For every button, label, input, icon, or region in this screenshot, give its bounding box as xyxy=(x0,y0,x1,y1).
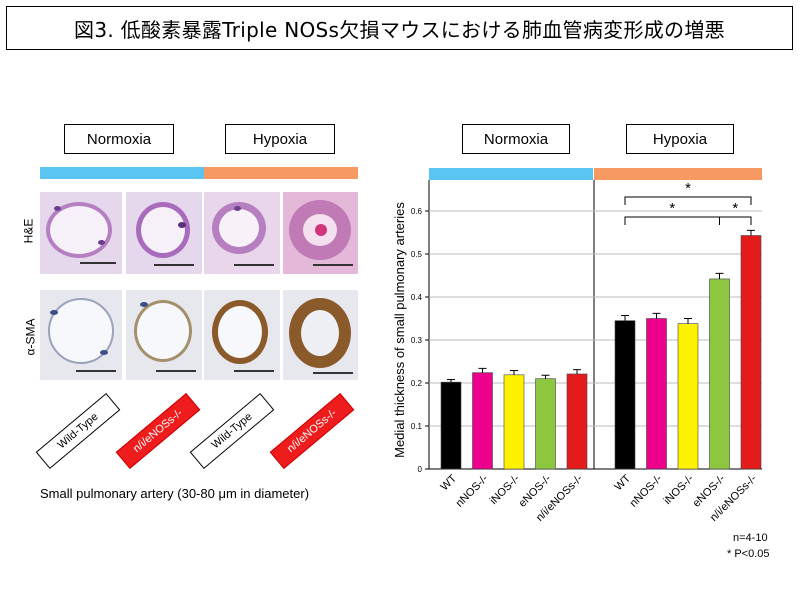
nucleus-dot xyxy=(100,350,108,355)
nucleus-dot xyxy=(50,310,58,315)
chart-normoxia-strip xyxy=(429,168,593,180)
footnotes: n=4-10 * P<0.05 xyxy=(727,530,770,562)
nucleus-dot xyxy=(234,206,241,211)
bar-normoxia-3 xyxy=(535,378,556,470)
left-caption: Small pulmonary artery (30-80 μm in diam… xyxy=(40,486,310,501)
micrograph-he-wt-hypoxia xyxy=(204,192,280,274)
right-normoxia-label: Normoxia xyxy=(462,124,570,154)
bar-hypoxia-4 xyxy=(740,235,762,470)
nucleus-dot xyxy=(98,240,105,245)
nucleus-dot xyxy=(140,302,148,307)
scale-bar xyxy=(313,372,353,374)
scale-bar xyxy=(76,370,116,372)
micrograph-asma-wt-hypoxia xyxy=(204,290,280,380)
bar-hypoxia-1 xyxy=(646,318,667,470)
micrograph-he-wt-normoxia xyxy=(40,192,122,274)
nucleus-dot xyxy=(178,222,186,228)
y-axis-label: Medial thickness of small pulmonary arte… xyxy=(392,202,407,458)
right-hypoxia-label: Hypoxia xyxy=(626,124,734,154)
y-tick-label: 0.2 xyxy=(411,379,423,388)
sig-wt-vs-enos-asterisk: * xyxy=(669,200,675,217)
y-tick-label: 0.4 xyxy=(411,293,423,302)
bar-hypoxia-2 xyxy=(677,323,699,470)
left-hypoxia-label: Hypoxia xyxy=(225,124,335,154)
micrograph-asma-ko-normoxia xyxy=(126,290,202,380)
micrograph-asma-ko-hypoxia xyxy=(283,290,358,380)
sig-enos-vs-triple-bracket xyxy=(719,216,752,225)
vessel-ring xyxy=(136,202,190,258)
x-tick-label: nNOS-/- xyxy=(454,472,491,509)
bar-normoxia-0 xyxy=(440,381,462,470)
y-tick-label: 0.3 xyxy=(411,336,423,345)
y-tick-label: 0.6 xyxy=(411,207,423,216)
bar-hypoxia-0 xyxy=(614,320,636,470)
bar-normoxia-2 xyxy=(503,374,525,470)
sig-enos-vs-triple-asterisk: * xyxy=(732,200,738,217)
nucleus-dot xyxy=(54,206,61,211)
x-tick-label: WT xyxy=(613,472,634,493)
y-tick-label: 0 xyxy=(418,465,423,474)
figure-title: 図3. 低酸素暴露Triple NOSs欠損マウスにおける肺血管病変形成の増悪 xyxy=(6,6,793,50)
micrograph-asma-wt-normoxia xyxy=(40,290,122,380)
y-tick-label: 0.1 xyxy=(411,422,423,431)
micrograph-he-ko-hypoxia xyxy=(283,192,358,274)
scale-bar xyxy=(154,264,194,266)
scale-bar xyxy=(313,264,353,266)
scale-bar xyxy=(234,264,274,266)
nucleus-dot xyxy=(315,224,327,236)
chart-hypoxia-strip xyxy=(594,168,762,180)
sig-wt-vs-triple-bracket xyxy=(624,196,752,205)
n-note: n=4-10 xyxy=(733,532,768,544)
vessel-ring xyxy=(212,300,268,364)
left-normoxia-strip xyxy=(40,167,204,179)
sig-wt-vs-triple-asterisk: * xyxy=(685,180,691,197)
vessel-ring xyxy=(289,200,351,260)
left-hypoxia-strip xyxy=(204,167,358,179)
scale-bar xyxy=(80,262,116,264)
bar-normoxia-4 xyxy=(566,373,588,470)
vessel-ring xyxy=(46,202,112,258)
scale-bar xyxy=(156,370,196,372)
left-normoxia-label: Normoxia xyxy=(64,124,174,154)
x-tick-label: nNOS-/- xyxy=(628,472,665,509)
bar-hypoxia-3 xyxy=(709,278,730,470)
micrograph-he-ko-normoxia xyxy=(126,192,202,274)
sig-wt-vs-enos-bracket xyxy=(624,216,720,225)
x-tick-label: WT xyxy=(439,472,460,493)
bar-normoxia-1 xyxy=(472,372,493,470)
vessel-ring xyxy=(134,300,192,362)
p-note: * P<0.05 xyxy=(727,548,770,560)
y-tick-label: 0.5 xyxy=(411,250,423,259)
scale-bar xyxy=(234,370,274,372)
